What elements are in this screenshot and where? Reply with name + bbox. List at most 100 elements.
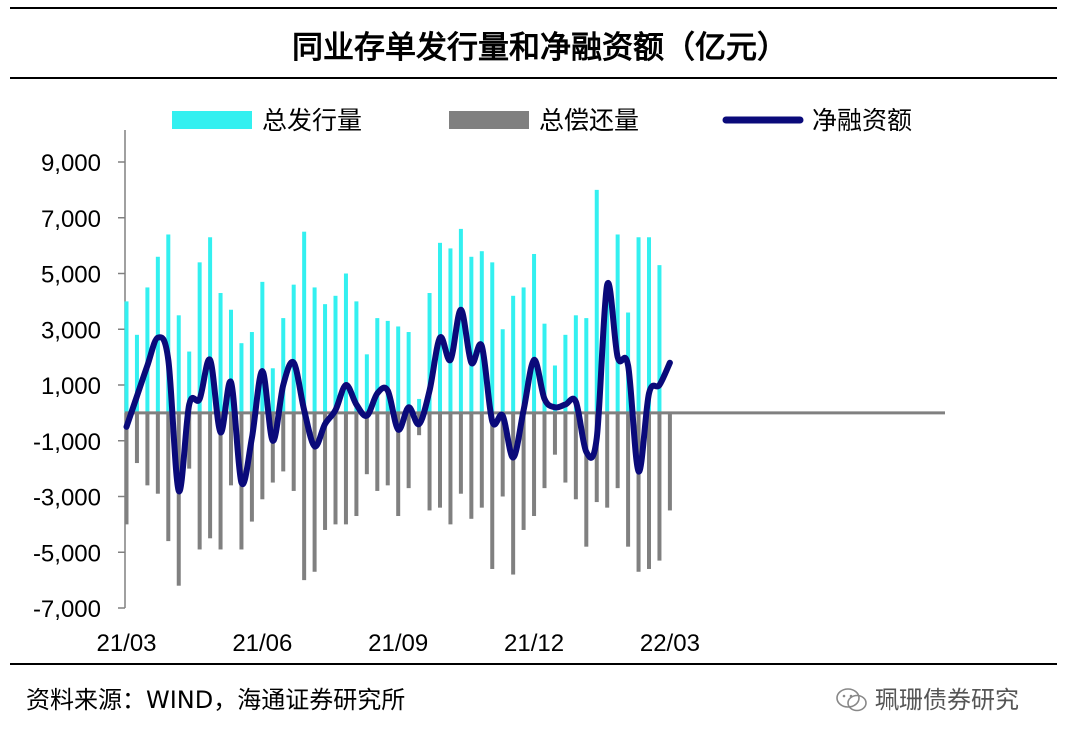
bar-repayment <box>594 412 599 503</box>
bar-issuance <box>375 318 380 413</box>
bar-repayment <box>260 412 265 500</box>
y-tick-label: 7,000 <box>41 206 101 233</box>
bar-issuance <box>260 281 265 413</box>
bar-repayment <box>667 412 672 511</box>
bar-issuance <box>166 234 171 413</box>
bar-issuance <box>333 295 338 413</box>
bar-issuance <box>615 234 620 413</box>
wechat-icon <box>836 688 867 712</box>
bar-issuance <box>521 287 526 413</box>
bar-issuance <box>500 329 505 413</box>
bar-repayment <box>500 412 505 497</box>
bar-issuance <box>427 293 432 413</box>
y-tick-label: -3,000 <box>33 485 101 512</box>
bar-issuance <box>291 284 296 413</box>
bar-repayment <box>270 412 275 483</box>
bar-issuance <box>229 309 233 413</box>
legend-label: 净融资额 <box>812 107 912 135</box>
bar-repayment <box>542 412 547 489</box>
bar-issuance <box>636 237 641 413</box>
bar-issuance <box>124 301 129 413</box>
legend-swatch <box>172 111 252 129</box>
bar-repayment <box>448 412 453 525</box>
bar-issuance <box>479 251 484 413</box>
y-tick-label: 9,000 <box>41 150 101 177</box>
bar-repayment <box>249 412 254 522</box>
bar-repayment <box>218 412 223 550</box>
bar-issuance <box>302 231 307 413</box>
bar-repayment <box>532 412 537 517</box>
bar-repayment <box>584 412 589 547</box>
bar-repayment <box>208 412 213 539</box>
x-tick-label: 22/03 <box>640 630 700 657</box>
legend-swatch <box>449 111 529 129</box>
watermark: 珮珊债券研究 <box>835 680 1019 715</box>
bar-repayment <box>469 412 474 519</box>
bar-issuance <box>385 320 390 413</box>
y-axis: -7,000 -5,000 -3,000 -1,000 1,000 3,000 5,000 7… <box>33 130 126 623</box>
bar-issuance <box>145 287 150 413</box>
x-tick-label: 21/06 <box>232 630 292 657</box>
bar-repayment <box>176 412 181 586</box>
bar-issuance <box>312 287 317 413</box>
bar-repayment <box>636 412 641 572</box>
bar-repayment <box>552 412 557 455</box>
bar-issuance <box>552 365 557 413</box>
bar-repayment <box>626 412 631 547</box>
bar-issuance <box>406 332 411 413</box>
bar-repayment <box>124 412 129 525</box>
bar-repayment <box>385 412 390 486</box>
bar-issuance <box>249 332 254 413</box>
bar-repayment <box>354 412 359 517</box>
series-net-financing <box>123 279 673 494</box>
bar-repayment <box>406 412 411 489</box>
bar-repayment <box>427 412 432 511</box>
bar-issuance <box>657 265 662 413</box>
legend-label: 总偿还量 <box>539 107 639 135</box>
bar-issuance <box>563 334 568 413</box>
bar-issuance <box>573 315 578 413</box>
bar-repayment <box>605 412 610 508</box>
bar-repayment <box>312 412 317 572</box>
bar-repayment <box>490 412 495 569</box>
bar-repayment <box>563 412 568 483</box>
x-tick-label: 21/12 <box>504 630 564 657</box>
title-rule <box>10 77 1057 79</box>
bar-repayment <box>615 412 620 489</box>
bar-issuance <box>187 351 192 413</box>
bar-issuance <box>532 253 537 413</box>
bar-repayment <box>573 412 578 500</box>
source-note: 资料来源：WIND，海通证券研究所 <box>26 686 406 714</box>
bar-repayment <box>145 412 150 486</box>
bar-issuance <box>542 323 547 413</box>
bar-repayment <box>458 412 463 494</box>
bar-repayment <box>364 412 369 475</box>
bar-issuance <box>469 256 474 413</box>
bar-repayment <box>281 412 286 472</box>
bar-repayment <box>375 412 380 491</box>
series-total-repayment <box>124 412 672 586</box>
bar-issuance <box>594 189 599 413</box>
bar-issuance <box>490 262 495 413</box>
bar-repayment <box>438 412 442 508</box>
bar-issuance <box>208 237 213 413</box>
bar-repayment <box>647 412 651 569</box>
bar-issuance <box>511 295 516 413</box>
footer-rule <box>10 663 1057 665</box>
series-total-issuance <box>124 189 662 413</box>
bar-repayment <box>657 412 662 561</box>
y-tick-label: -5,000 <box>33 540 101 567</box>
bar-issuance <box>197 262 202 413</box>
bar-repayment <box>333 412 338 525</box>
bar-issuance <box>396 326 401 413</box>
bar-repayment <box>343 412 348 525</box>
bar-issuance <box>270 368 275 413</box>
bar-issuance <box>239 343 244 413</box>
bar-issuance <box>323 304 328 413</box>
bar-issuance <box>343 273 348 413</box>
bar-repayment <box>521 412 526 530</box>
bar-issuance <box>176 315 181 413</box>
bar-repayment <box>511 412 516 575</box>
bar-issuance <box>354 301 359 413</box>
bar-issuance <box>458 228 463 413</box>
